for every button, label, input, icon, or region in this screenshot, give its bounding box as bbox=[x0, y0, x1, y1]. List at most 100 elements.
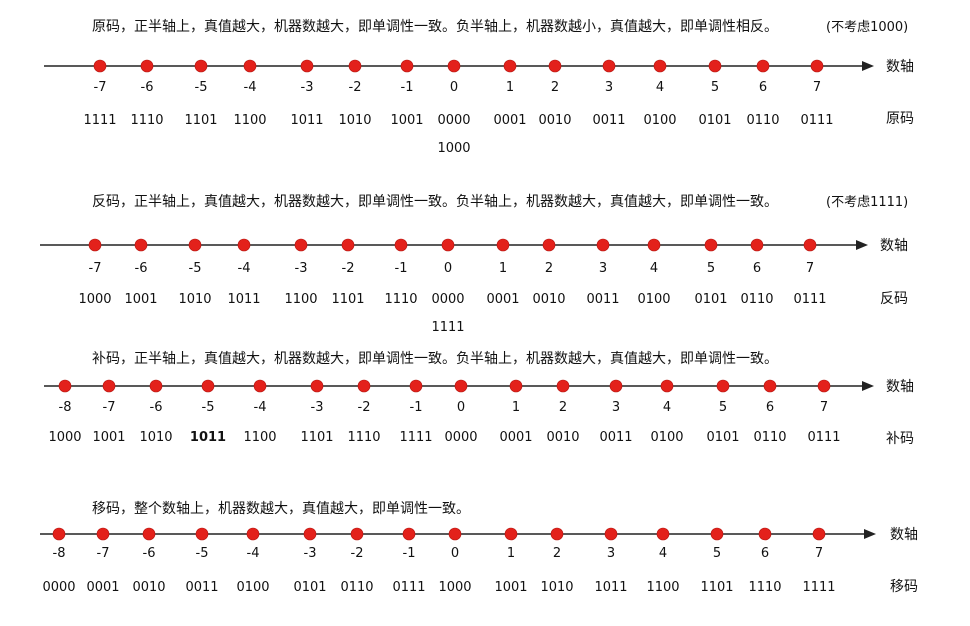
machine-code-label: 0111 bbox=[807, 430, 840, 445]
true-value-label: 0 bbox=[444, 261, 452, 276]
machine-code-label: 0100 bbox=[650, 430, 683, 445]
axis-point bbox=[708, 59, 722, 73]
machine-code-label: 1011 bbox=[290, 113, 323, 128]
axis-arrow bbox=[862, 61, 874, 71]
axis-point bbox=[58, 379, 72, 393]
machine-code-label: 0000 bbox=[444, 430, 477, 445]
true-value-label: 0 bbox=[450, 80, 458, 95]
axis-point bbox=[142, 527, 156, 541]
axis-point bbox=[812, 527, 826, 541]
machine-code-label: 1110 bbox=[384, 292, 417, 307]
axis-label: 数轴 bbox=[886, 59, 914, 75]
axis-arrow bbox=[856, 240, 868, 250]
true-value-label: -2 bbox=[342, 261, 355, 276]
machine-code-label: 1101 bbox=[184, 113, 217, 128]
points-group: -81000-71001-61010-51011-41100-31101-211… bbox=[48, 379, 841, 445]
machine-code-label: 1100 bbox=[243, 430, 276, 445]
axis-point bbox=[52, 527, 66, 541]
machine-code-label: 0001 bbox=[499, 430, 532, 445]
axis-point bbox=[310, 379, 324, 393]
machine-code-label: 1111 bbox=[802, 580, 835, 595]
machine-code-label: 0001 bbox=[493, 113, 526, 128]
machine-code-label: 0101 bbox=[698, 113, 731, 128]
true-value-label: 1 bbox=[512, 400, 520, 415]
true-value-label: -6 bbox=[135, 261, 148, 276]
machine-code-label: 0110 bbox=[753, 430, 786, 445]
machine-code-label: 0000 bbox=[437, 113, 470, 128]
true-value-label: 5 bbox=[713, 546, 721, 561]
section-description: 补码，正半轴上，真值越大，机器数越大，即单调性一致。负半轴上，机器数越大，真值越… bbox=[92, 351, 778, 367]
true-value-label: -3 bbox=[304, 546, 317, 561]
machine-code-label: 1000 bbox=[78, 292, 111, 307]
points-group: -71000-61001-51010-41011-31100-21101-111… bbox=[78, 238, 827, 335]
axis-point bbox=[195, 527, 209, 541]
machine-code-label: 1011 bbox=[227, 292, 260, 307]
axis-point bbox=[503, 59, 517, 73]
axis-point bbox=[134, 238, 148, 252]
axis-point bbox=[660, 379, 674, 393]
axis-point bbox=[409, 379, 423, 393]
true-value-label: -4 bbox=[254, 400, 267, 415]
machine-code-label: 0011 bbox=[586, 292, 619, 307]
axis-point bbox=[763, 379, 777, 393]
true-value-label: -1 bbox=[410, 400, 423, 415]
machine-code-label: 0010 bbox=[546, 430, 579, 445]
axis-point bbox=[394, 238, 408, 252]
points-group: -80000-70001-60010-50011-40100-30101-201… bbox=[42, 527, 836, 595]
true-value-label: 1 bbox=[506, 80, 514, 95]
true-value-label: -4 bbox=[238, 261, 251, 276]
axis-point bbox=[357, 379, 371, 393]
machine-code-label: 1011 bbox=[594, 580, 627, 595]
true-value-label: 1 bbox=[507, 546, 515, 561]
machine-code-label: 1001 bbox=[92, 430, 125, 445]
machine-code-label: 0110 bbox=[740, 292, 773, 307]
true-value-label: 5 bbox=[711, 80, 719, 95]
true-value-label: -5 bbox=[196, 546, 209, 561]
true-value-label: -5 bbox=[189, 261, 202, 276]
machine-code-label: 0010 bbox=[538, 113, 571, 128]
axis-point bbox=[447, 59, 461, 73]
machine-code-label: 1010 bbox=[338, 113, 371, 128]
true-value-label: -7 bbox=[89, 261, 102, 276]
axis-point bbox=[704, 238, 718, 252]
machine-code-label: 0011 bbox=[592, 113, 625, 128]
machine-code-label: 1001 bbox=[494, 580, 527, 595]
section-yima: 移码，整个数轴上，机器数越大，真值越大，即单调性一致。 数轴 移码 -80000… bbox=[40, 501, 918, 595]
machine-code-label: 0000 bbox=[42, 580, 75, 595]
axis-point bbox=[201, 379, 215, 393]
machine-code-label: 1100 bbox=[646, 580, 679, 595]
machine-code-label: 0010 bbox=[532, 292, 565, 307]
axis-arrow bbox=[864, 529, 876, 539]
machine-code-label: 1001 bbox=[390, 113, 423, 128]
axis-point bbox=[140, 59, 154, 73]
true-value-label: -2 bbox=[349, 80, 362, 95]
axis-point bbox=[246, 527, 260, 541]
axis-point bbox=[810, 59, 824, 73]
true-value-label: -6 bbox=[143, 546, 156, 561]
axis-point bbox=[750, 238, 764, 252]
true-value-label: -6 bbox=[141, 80, 154, 95]
section-fanma: 反码，正半轴上，真值越大，机器数越大，即单调性一致。负半轴上，机器数越大，真值越… bbox=[40, 194, 908, 335]
machine-code-label: 1101 bbox=[300, 430, 333, 445]
alternate-zero-code-label: 1111 bbox=[431, 320, 464, 335]
true-value-label: -3 bbox=[301, 80, 314, 95]
true-value-label: 7 bbox=[806, 261, 814, 276]
axis-point bbox=[237, 238, 251, 252]
axis-point bbox=[542, 238, 556, 252]
axis-point bbox=[550, 527, 564, 541]
true-value-label: -5 bbox=[195, 80, 208, 95]
axis-point bbox=[294, 238, 308, 252]
true-value-label: 3 bbox=[607, 546, 615, 561]
axis-point bbox=[656, 527, 670, 541]
machine-code-label: 1001 bbox=[124, 292, 157, 307]
machine-code-label: 0001 bbox=[86, 580, 119, 595]
true-value-label: -1 bbox=[395, 261, 408, 276]
machine-code-label: 0011 bbox=[185, 580, 218, 595]
section-description: 移码，整个数轴上，机器数越大，真值越大，即单调性一致。 bbox=[92, 501, 470, 517]
section-description: 反码，正半轴上，真值越大，机器数越大，即单调性一致。负半轴上，机器数越大，真值越… bbox=[92, 194, 778, 210]
section-buma: 补码，正半轴上，真值越大，机器数越大，即单调性一致。负半轴上，机器数越大，真值越… bbox=[44, 351, 914, 447]
axis-arrow bbox=[862, 381, 874, 391]
true-value-label: 4 bbox=[656, 80, 664, 95]
machine-code-label: 1000 bbox=[48, 430, 81, 445]
true-value-label: -4 bbox=[244, 80, 257, 95]
